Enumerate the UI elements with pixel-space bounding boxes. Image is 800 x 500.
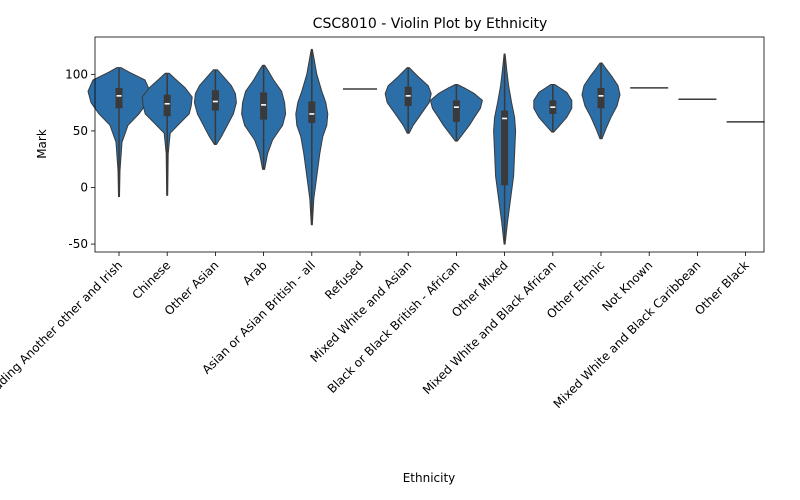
y-tick-label: 100 <box>65 67 88 81</box>
x-tick-label: Arab <box>240 258 270 288</box>
violin-iqr-box <box>163 94 171 117</box>
chart-title: CSC8010 - Violin Plot by Ethnicity <box>313 16 548 32</box>
x-axis: White including Another other and IrishC… <box>0 252 752 435</box>
violin-iqr-box <box>501 110 509 186</box>
violin-iqr-box <box>597 87 605 109</box>
y-axis: -50 0 50 100 <box>65 67 95 251</box>
violin-iqr-box <box>115 87 123 109</box>
y-tick-label: -50 <box>68 237 88 251</box>
x-axis-label: Ethnicity <box>403 471 456 485</box>
violin-iqr-box <box>260 92 268 120</box>
y-axis-label: Mark <box>35 129 49 159</box>
violin-iqr-box <box>308 101 316 123</box>
plot-frame <box>94 36 765 253</box>
violin-iqr-box <box>452 100 460 122</box>
y-tick-label: 50 <box>73 124 88 138</box>
violin-iqr-box <box>211 90 219 111</box>
x-tick-label: Refused <box>322 258 366 302</box>
violins-group <box>87 48 765 245</box>
y-tick-label: 0 <box>80 181 88 195</box>
x-tick-label: White including Another other and Irish <box>0 258 125 435</box>
x-tick-label: Chinese <box>130 258 174 302</box>
